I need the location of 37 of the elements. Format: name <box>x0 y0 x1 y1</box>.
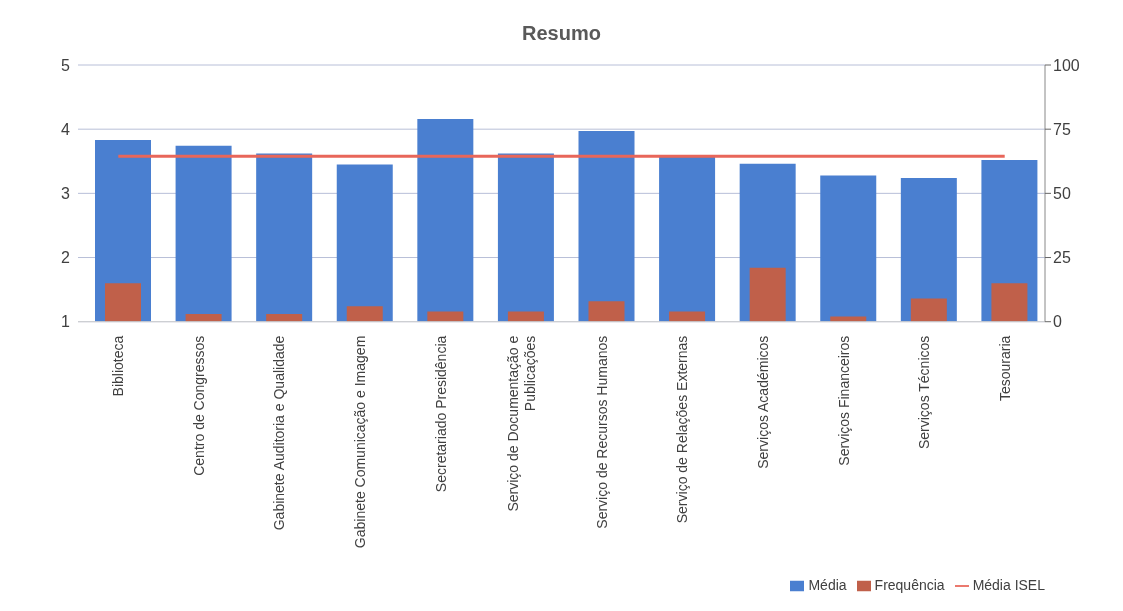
bar <box>427 311 464 322</box>
y-tick-label: 4 <box>61 120 71 138</box>
x-tick-label: Gabinete Comunicação e Imagem <box>352 335 369 549</box>
y2-tick-label: 50 <box>1053 185 1071 203</box>
x-tick-label: Tesouraria <box>996 335 1013 402</box>
x-tick-label: Biblioteca <box>110 335 127 397</box>
y-tick-label: 2 <box>61 249 71 267</box>
x-tick-label: Serviços Académicos <box>754 335 771 469</box>
bar <box>105 283 141 322</box>
x-tick-label: Gabinete Auditoria e Qualidade <box>271 335 288 531</box>
x-tick-label: Serviço de Documentação e Publicações <box>505 335 539 512</box>
bar <box>669 311 706 322</box>
chart-title: Resumo <box>521 22 602 45</box>
y2-tick-label: 75 <box>1053 120 1071 138</box>
bar <box>185 314 222 322</box>
bar <box>991 283 1028 322</box>
y2-tick-label: 25 <box>1053 249 1071 267</box>
x-tick-label: Serviços Técnicos <box>916 335 933 450</box>
y2-tick-label: 100 <box>1053 56 1080 74</box>
y-tick-label: 1 <box>61 313 71 331</box>
y-tick-label: 5 <box>61 56 71 74</box>
y2-tick-label: 0 <box>1053 313 1062 331</box>
legend-label: Média ISEL <box>972 576 1045 593</box>
x-tick-label: Centro de Congressos <box>190 335 207 476</box>
bar <box>266 314 303 322</box>
x-tick-label: Serviço de Recursos Humanos <box>593 335 610 529</box>
x-tick-label: Secretariado Presidência <box>432 335 449 493</box>
bar <box>588 301 625 322</box>
y-tick-label: 3 <box>61 185 71 203</box>
x-tick-label: Serviços Financeiros <box>835 335 852 466</box>
bar <box>346 306 383 322</box>
legend-label: Média <box>808 576 847 593</box>
bar <box>507 311 544 322</box>
legend-label: Frequência <box>874 576 945 593</box>
bar <box>749 267 786 322</box>
x-tick-label: Serviço de Relações Externas <box>674 335 691 524</box>
bar <box>910 298 947 322</box>
